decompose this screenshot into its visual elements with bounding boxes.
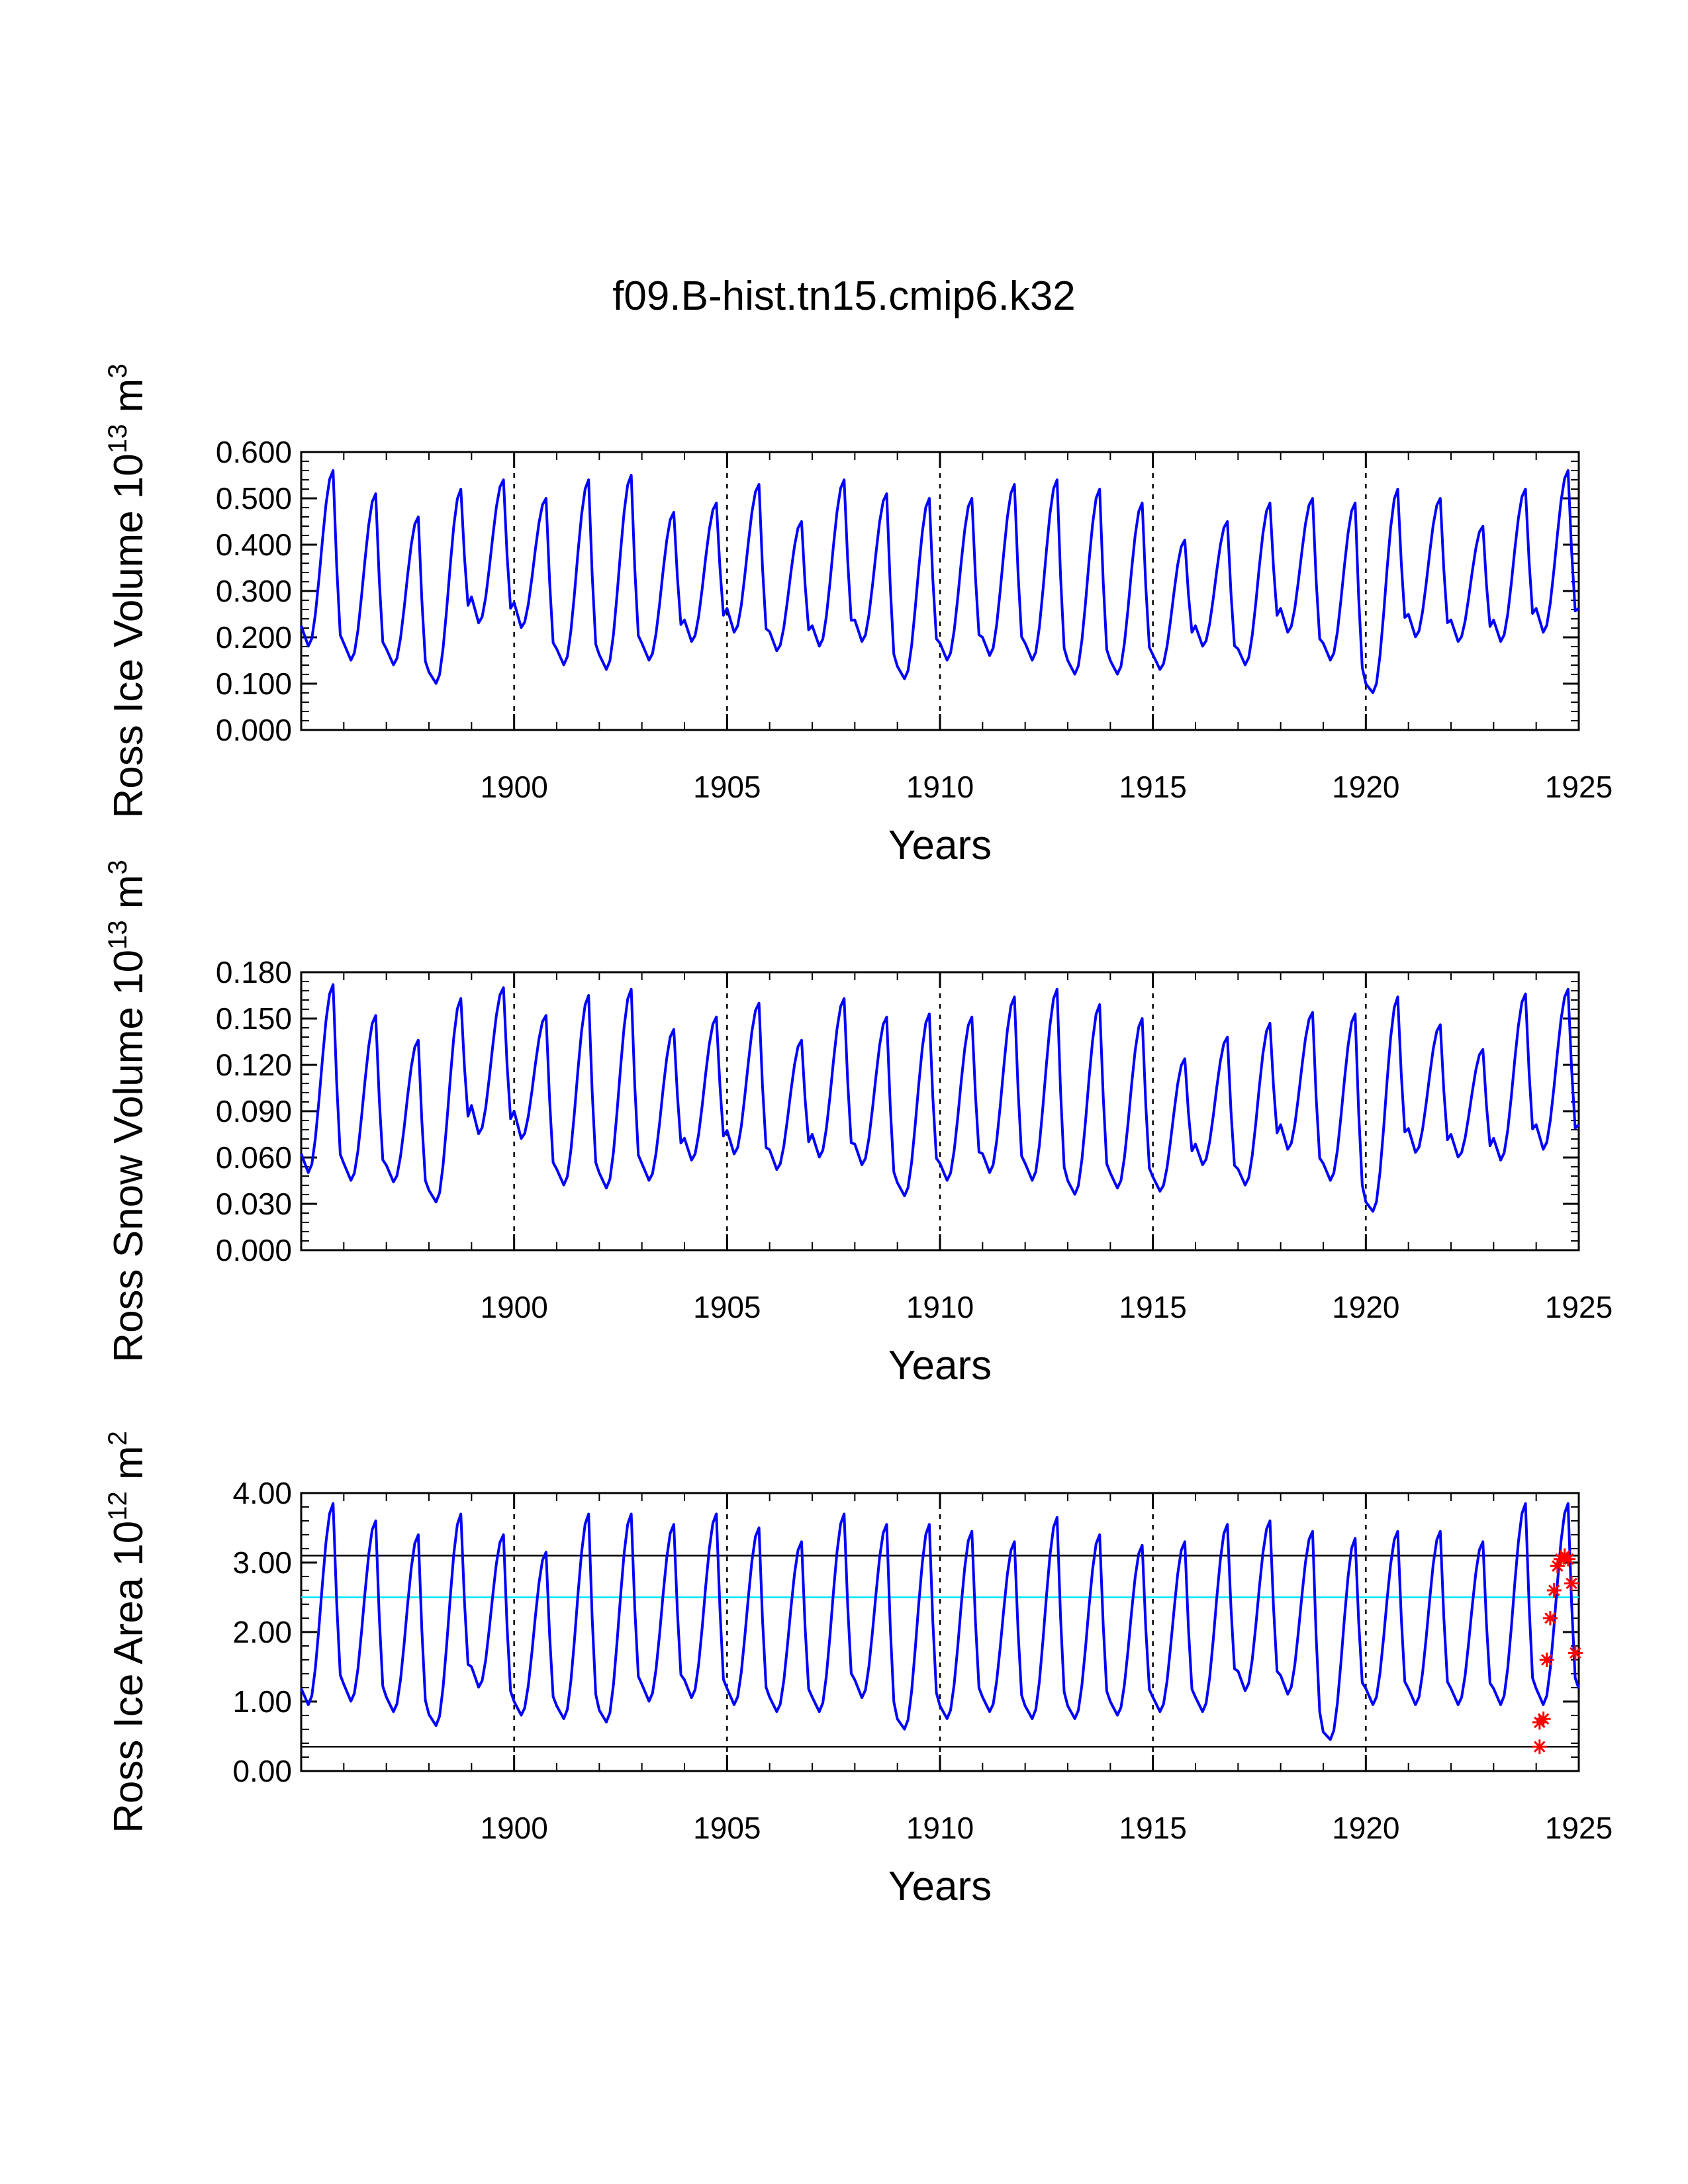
y-tick-label: 0.150 — [216, 1001, 292, 1036]
x-tick-label: 1915 — [1119, 1811, 1186, 1845]
y-tick-label: 0.00 — [232, 1754, 292, 1788]
y-tick-label: 0.200 — [216, 620, 292, 655]
y-tick-label: 0.000 — [216, 713, 292, 747]
y-tick-label: 0.120 — [216, 1048, 292, 1082]
y-tick-label: 4.00 — [232, 1476, 292, 1510]
observed-marker — [1568, 1645, 1583, 1661]
x-tick-label: 1910 — [906, 1290, 974, 1324]
x-tick-label: 1905 — [693, 1811, 761, 1845]
y-tick-label: 0.500 — [216, 481, 292, 516]
ice-volume-panel: 0.000 0.100 0.200 0.300 0.400 0.500 0.600 1900 1… — [103, 363, 1613, 868]
x-tick-label: 1915 — [1119, 1290, 1186, 1324]
x-axis-label: Years — [888, 1864, 992, 1909]
x-tick-label: 1920 — [1332, 1290, 1399, 1324]
x-tick-label: 1920 — [1332, 1811, 1399, 1845]
y-tick-label: 0.180 — [216, 955, 292, 989]
x-tick-label: 1905 — [693, 770, 761, 804]
x-tick-label: 1925 — [1545, 1290, 1613, 1324]
y-axis-label: Ross Snow Volume 1013 m3 — [103, 860, 152, 1362]
x-tick-label: 1910 — [906, 770, 974, 804]
observed-marker — [1536, 1711, 1551, 1727]
data-series-line — [300, 469, 1580, 694]
x-tick-label: 1900 — [480, 1811, 547, 1845]
observed-marker — [1560, 1551, 1575, 1567]
y-tick-label: 0.100 — [216, 666, 292, 701]
x-tick-label: 1900 — [480, 770, 547, 804]
snow-volume-panel: 0.000 0.030 0.060 0.090 0.120 0.150 0.180 1900 1… — [103, 860, 1613, 1388]
y-tick-label: 3.00 — [232, 1545, 292, 1580]
x-tick-label: 1910 — [906, 1811, 974, 1845]
y-tick-label: 0.090 — [216, 1094, 292, 1128]
y-tick-label: 1.00 — [232, 1684, 292, 1719]
y-tick-label: 0.000 — [216, 1233, 292, 1267]
y-tick-label: 2.00 — [232, 1615, 292, 1649]
observed-marker — [1542, 1611, 1558, 1625]
y-tick-label: 0.060 — [216, 1140, 292, 1175]
x-axis-label: Years — [888, 1343, 992, 1388]
observed-marker — [1564, 1576, 1579, 1591]
x-tick-label: 1900 — [480, 1290, 547, 1324]
observed-marker — [1539, 1653, 1554, 1667]
data-series-line — [300, 983, 1580, 1213]
data-series-line — [300, 1502, 1580, 1741]
y-axis-label: Ross Ice Area 1012 m2 — [103, 1431, 152, 1833]
y-tick-label: 0.400 — [216, 527, 292, 562]
x-tick-label: 1905 — [693, 1290, 761, 1324]
observed-marker — [1546, 1583, 1562, 1598]
x-tick-label: 1925 — [1545, 770, 1613, 804]
observed-marker — [1532, 1739, 1547, 1754]
figure-title: f09.B-hist.tn15.cmip6.k32 — [612, 273, 1076, 319]
x-axis-label: Years — [888, 823, 992, 868]
y-tick-label: 0.030 — [216, 1187, 292, 1221]
x-tick-label: 1920 — [1332, 770, 1399, 804]
x-tick-label: 1925 — [1545, 1811, 1613, 1845]
x-tick-label: 1915 — [1119, 770, 1186, 804]
ice-area-panel: 0.00 1.00 2.00 3.00 4.00 1900 1905 1910 1915 1920… — [103, 1431, 1613, 1909]
y-tick-label: 0.300 — [216, 574, 292, 608]
y-axis-label: Ross Ice Volume 1013 m3 — [103, 363, 152, 818]
y-tick-label: 0.600 — [216, 435, 292, 469]
